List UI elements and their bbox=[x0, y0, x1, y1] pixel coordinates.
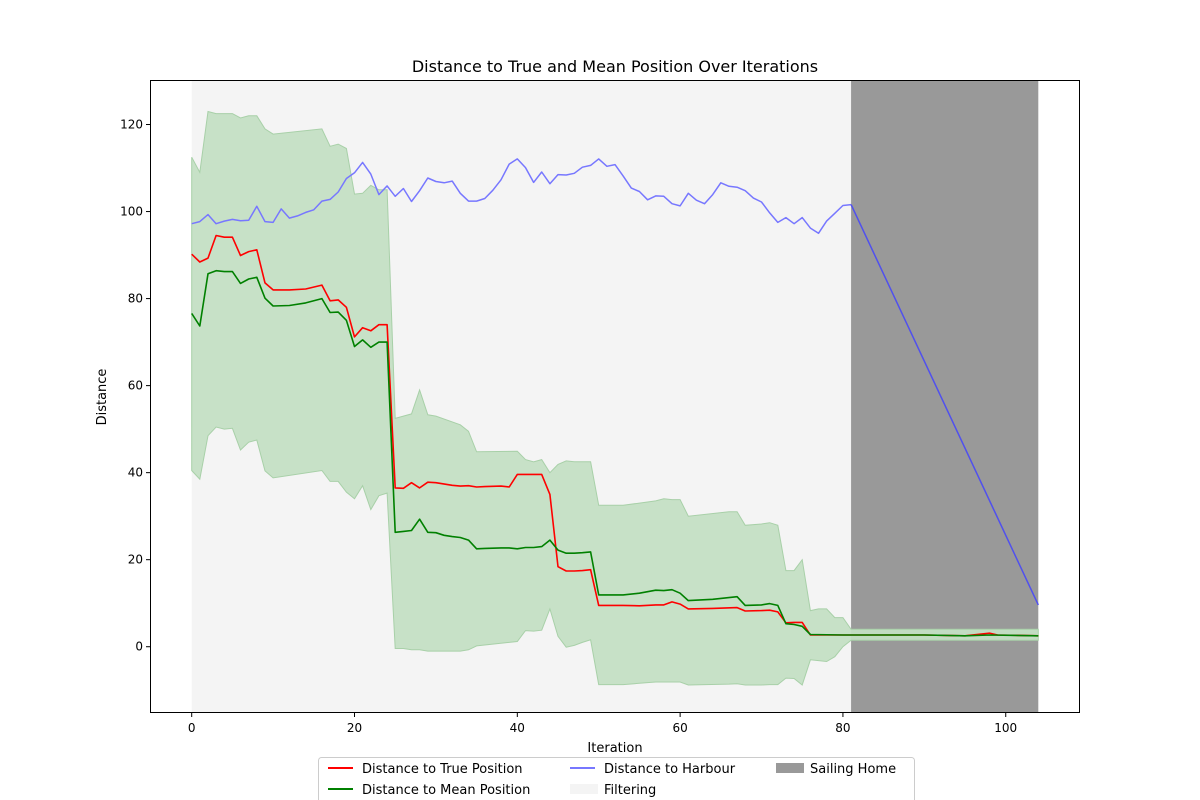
x-tick-label: 60 bbox=[672, 721, 687, 735]
series-line-distance-to-true-position bbox=[191, 234, 1039, 637]
series-line-distance-to-harbour bbox=[191, 158, 852, 235]
y-tick-label: 40 bbox=[128, 466, 143, 480]
x-tick-label: 0 bbox=[188, 721, 196, 735]
y-tick-label: 80 bbox=[128, 292, 143, 306]
legend: Distance to True Position Distance to Mea… bbox=[318, 757, 915, 800]
legend-swatch-sailing-home bbox=[776, 763, 804, 773]
series-lines bbox=[191, 158, 1039, 637]
y-tick-label: 120 bbox=[120, 118, 143, 132]
legend-label-filtering: Filtering bbox=[604, 783, 656, 798]
band-area bbox=[191, 110, 1039, 686]
legend-label-sailing-home: Sailing Home bbox=[810, 762, 896, 777]
legend-label-distance-to-mean-position: Distance to Mean Position bbox=[362, 783, 530, 798]
legend-label-distance-to-harbour: Distance to Harbour bbox=[604, 762, 736, 777]
series-line-distance-to-mean-position bbox=[191, 269, 1039, 637]
y-tick-label: 100 bbox=[120, 205, 143, 219]
plot-frame bbox=[150, 80, 1080, 713]
legend-swatch-filtering bbox=[570, 784, 598, 794]
y-tick-label: 60 bbox=[128, 379, 143, 393]
region-sailing-home bbox=[851, 81, 1039, 712]
x-axis-ticks: 0 20 40 60 80 100 bbox=[188, 712, 1017, 735]
x-tick-label: 40 bbox=[510, 721, 525, 735]
legend-box bbox=[318, 757, 915, 800]
legend-label-distance-to-true-position: Distance to True Position bbox=[362, 762, 523, 777]
y-tick-label: 0 bbox=[135, 640, 143, 654]
x-tick-label: 80 bbox=[835, 721, 850, 735]
series-line-distance-to-harbour-home bbox=[850, 204, 1039, 606]
x-axis-label: Iteration bbox=[587, 741, 642, 756]
y-tick-label: 20 bbox=[128, 553, 143, 567]
chart-title: Distance to True and Mean Position Over … bbox=[412, 57, 818, 76]
confidence-band bbox=[191, 110, 1039, 686]
x-tick-label: 100 bbox=[994, 721, 1017, 735]
x-tick-label: 20 bbox=[347, 721, 362, 735]
y-axis-ticks: 0 20 40 60 80 100 120 bbox=[120, 118, 151, 654]
y-axis-label: Distance bbox=[95, 369, 110, 426]
